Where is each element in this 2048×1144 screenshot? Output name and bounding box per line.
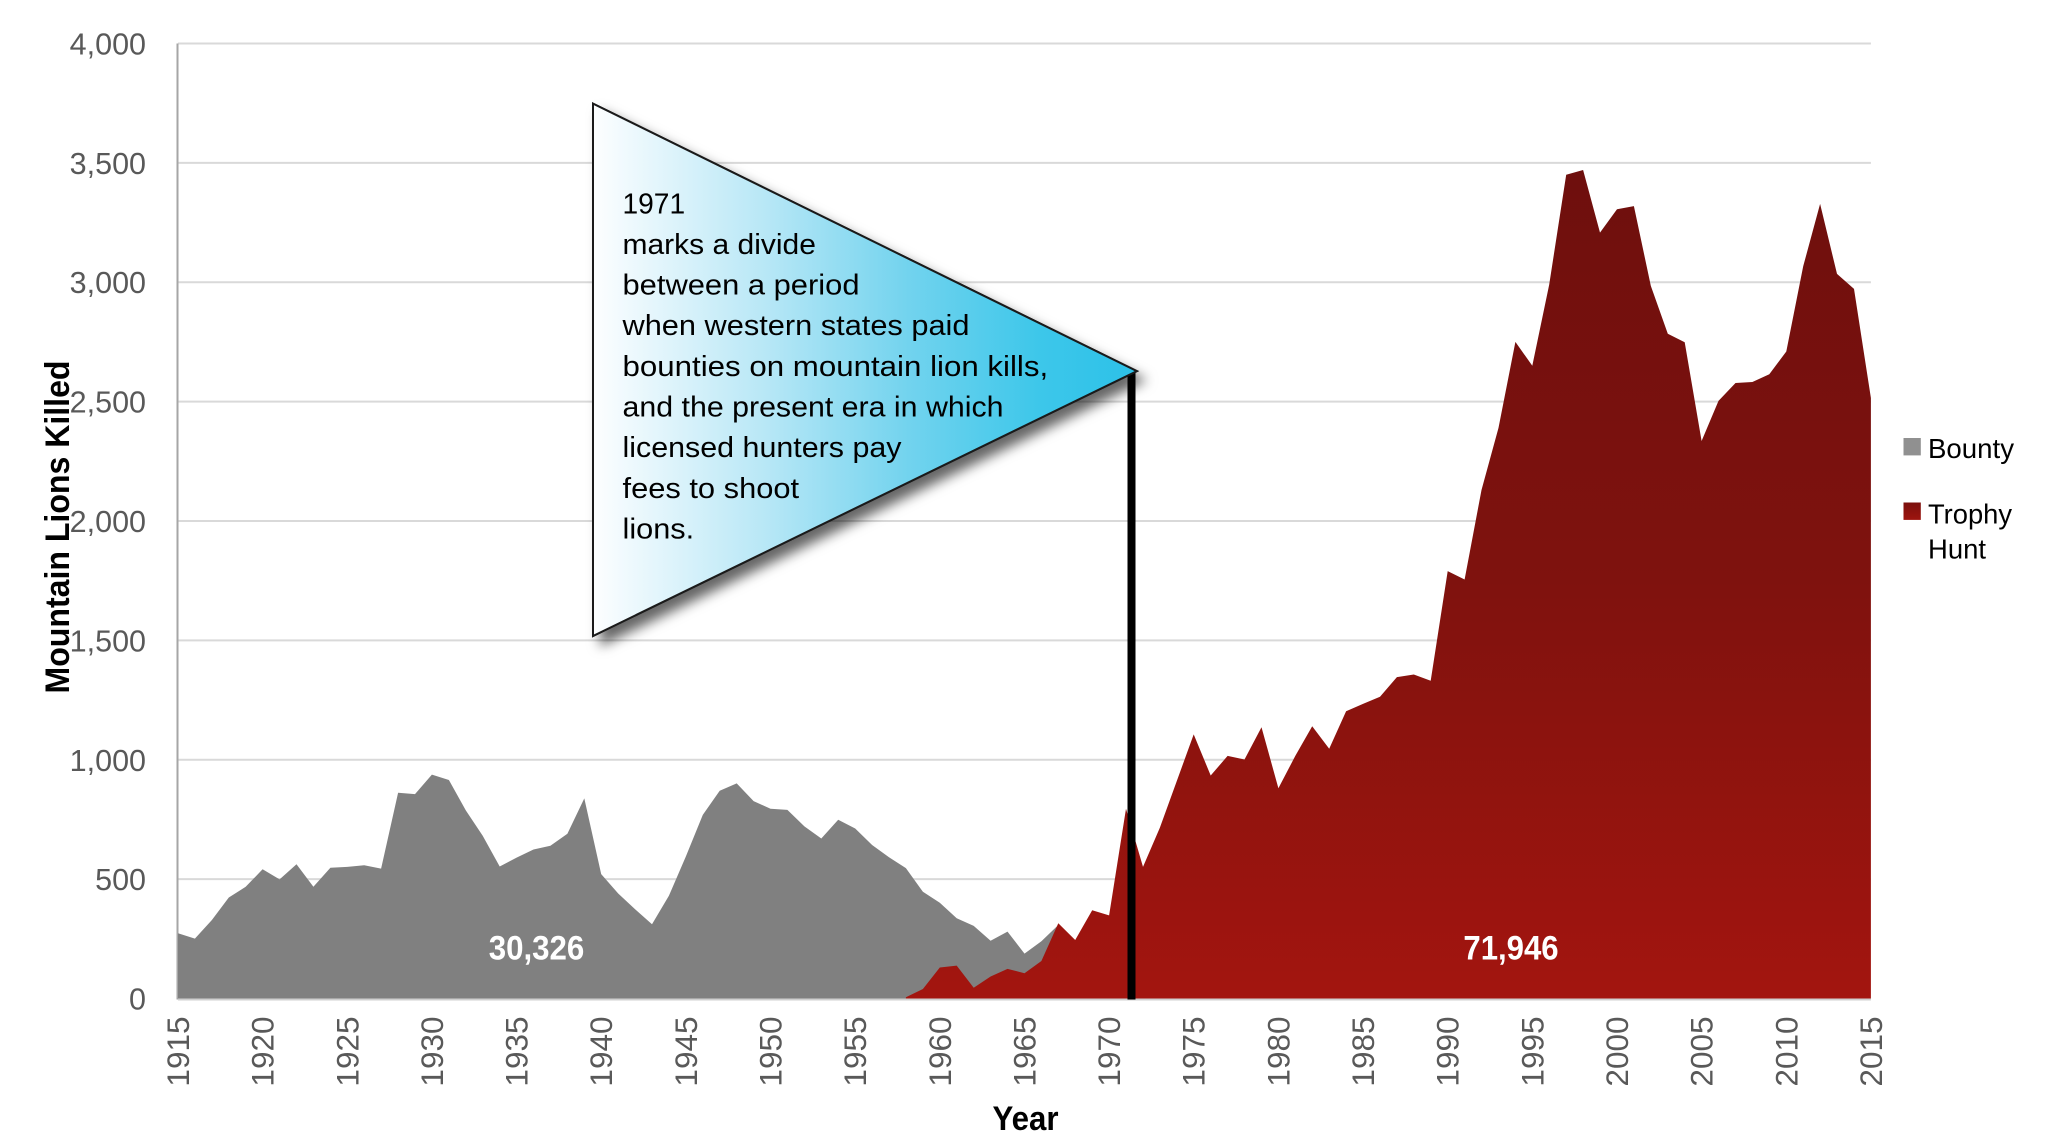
svg-text:71,946: 71,946 [1463, 930, 1558, 968]
svg-text:1985: 1985 [1345, 1017, 1381, 1087]
svg-text:4,000: 4,000 [70, 28, 146, 62]
svg-text:1971: 1971 [623, 188, 686, 220]
svg-text:1975: 1975 [1176, 1017, 1212, 1087]
svg-text:Trophy: Trophy [1928, 499, 2012, 530]
svg-text:1945: 1945 [668, 1017, 704, 1087]
svg-text:Mountain Lions Killed: Mountain Lions Killed [39, 361, 77, 694]
svg-text:30,326: 30,326 [489, 930, 585, 968]
svg-text:1,000: 1,000 [70, 744, 146, 778]
svg-text:1930: 1930 [414, 1017, 450, 1087]
svg-text:2015: 2015 [1853, 1017, 1889, 1087]
svg-text:1920: 1920 [245, 1017, 281, 1087]
svg-text:2,000: 2,000 [70, 505, 146, 539]
svg-text:1970: 1970 [1091, 1017, 1127, 1087]
svg-text:1950: 1950 [753, 1017, 789, 1087]
svg-text:1955: 1955 [837, 1017, 873, 1087]
svg-text:3,500: 3,500 [70, 147, 146, 181]
svg-text:Bounty: Bounty [1928, 433, 2014, 464]
svg-text:bounties on mountain lion kill: bounties on mountain lion kills, [623, 351, 1049, 383]
svg-text:and the present era in which: and the present era in which [623, 392, 1004, 424]
svg-text:1925: 1925 [329, 1017, 365, 1087]
svg-text:3,000: 3,000 [70, 266, 146, 300]
svg-text:1980: 1980 [1260, 1017, 1296, 1087]
svg-text:when western states paid: when western states paid [621, 310, 969, 342]
svg-text:1965: 1965 [1007, 1017, 1043, 1087]
svg-text:1915: 1915 [160, 1017, 196, 1087]
svg-text:2010: 2010 [1768, 1017, 1804, 1087]
svg-text:between a period: between a period [623, 270, 860, 302]
svg-text:0: 0 [129, 983, 146, 1017]
svg-text:licensed hunters pay: licensed hunters pay [623, 432, 903, 464]
svg-text:1995: 1995 [1514, 1017, 1550, 1087]
svg-text:2000: 2000 [1599, 1017, 1635, 1087]
svg-text:Year: Year [993, 1100, 1059, 1138]
svg-text:marks a divide: marks a divide [623, 229, 816, 261]
svg-text:fees to shoot: fees to shoot [623, 473, 800, 505]
svg-text:1990: 1990 [1430, 1017, 1466, 1087]
svg-text:500: 500 [95, 863, 146, 897]
svg-text:lions.: lions. [623, 514, 695, 546]
svg-text:Hunt: Hunt [1928, 534, 1986, 565]
svg-text:2,500: 2,500 [70, 386, 146, 420]
svg-text:1940: 1940 [583, 1017, 619, 1087]
svg-text:2005: 2005 [1684, 1017, 1720, 1087]
svg-text:1,500: 1,500 [70, 624, 146, 658]
svg-text:1935: 1935 [499, 1017, 535, 1087]
svg-text:1960: 1960 [922, 1017, 958, 1087]
